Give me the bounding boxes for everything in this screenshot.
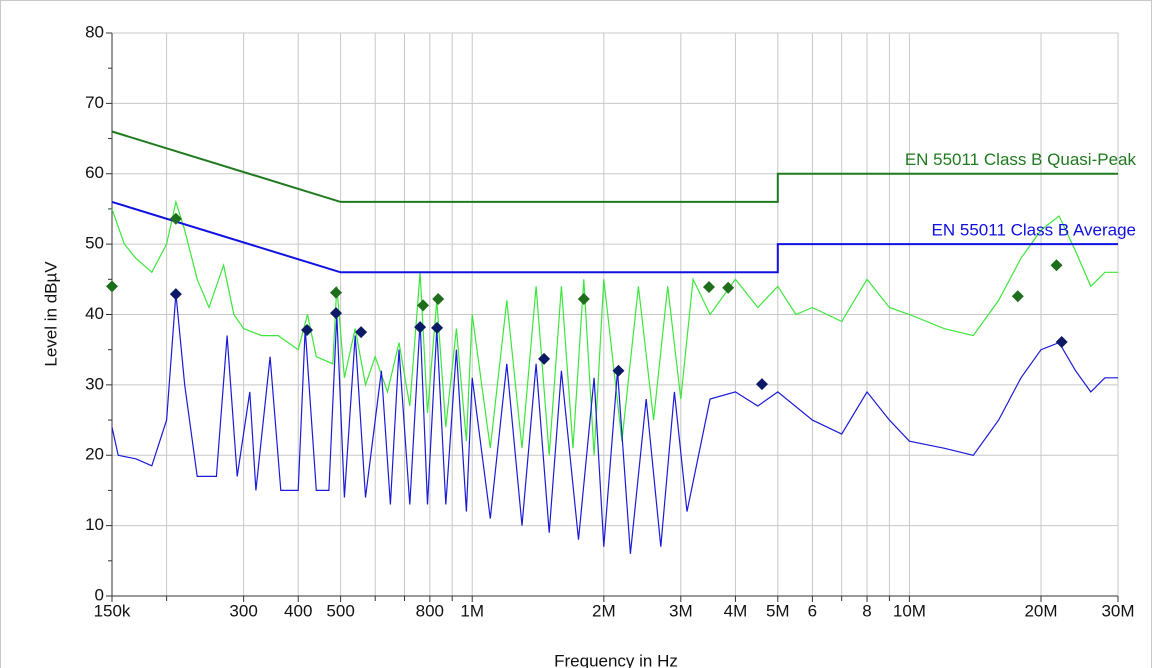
x-axis-label: Frequency in Hz <box>554 651 678 668</box>
x-tick-label: 150k <box>94 601 131 620</box>
x-tick-label: 1M <box>460 601 484 620</box>
marker <box>432 293 445 306</box>
x-tick-label: 8 <box>862 601 871 620</box>
marker <box>355 326 368 339</box>
x-tick-label: 300 <box>229 601 257 620</box>
x-tick-label: 6 <box>808 601 817 620</box>
y-tick-label: 0 <box>95 585 104 604</box>
marker <box>329 307 342 320</box>
x-tick-label: 5M <box>766 601 790 620</box>
marker <box>612 364 625 377</box>
y-tick-label: 80 <box>85 22 104 41</box>
marker <box>169 212 182 225</box>
x-tick-label: 500 <box>326 601 354 620</box>
y-tick-label: 70 <box>85 93 104 112</box>
marker <box>417 299 430 312</box>
marker <box>414 321 427 334</box>
limit-line <box>111 130 1118 203</box>
y-tick-label: 20 <box>85 445 104 464</box>
marker <box>106 280 118 293</box>
x-tick-label: 3M <box>669 601 693 620</box>
marker <box>169 288 182 301</box>
series-label: EN 55011 Class B Average <box>932 221 1136 240</box>
marker <box>301 323 314 336</box>
y-tick-label: 40 <box>85 304 104 323</box>
y-tick-label: 60 <box>85 163 104 182</box>
x-tick-label: 10M <box>893 601 926 620</box>
marker <box>329 286 342 299</box>
y-axis-label: Level in dBµV <box>41 261 60 367</box>
x-tick-label: 800 <box>416 601 444 620</box>
series-label: EN 55011 Class B Quasi-Peak <box>905 150 1137 169</box>
marker <box>702 281 715 294</box>
trace <box>111 199 1118 456</box>
marker <box>722 281 735 294</box>
marker <box>1050 259 1063 272</box>
y-tick-label: 30 <box>85 374 104 393</box>
x-tick-label: 400 <box>284 601 312 620</box>
trace <box>111 293 1118 554</box>
marker <box>538 352 551 365</box>
marker <box>1055 335 1068 348</box>
y-tick-label: 10 <box>85 515 104 534</box>
marker <box>577 293 590 306</box>
marker <box>431 321 444 334</box>
marker <box>755 378 768 391</box>
x-tick-label: 30M <box>1101 601 1134 620</box>
limit-line <box>111 200 1118 274</box>
marker <box>1011 290 1024 303</box>
y-tick-label: 50 <box>85 234 104 253</box>
x-tick-label: 4M <box>724 601 748 620</box>
x-tick-label: 2M <box>592 601 616 620</box>
x-tick-label: 20M <box>1024 601 1057 620</box>
